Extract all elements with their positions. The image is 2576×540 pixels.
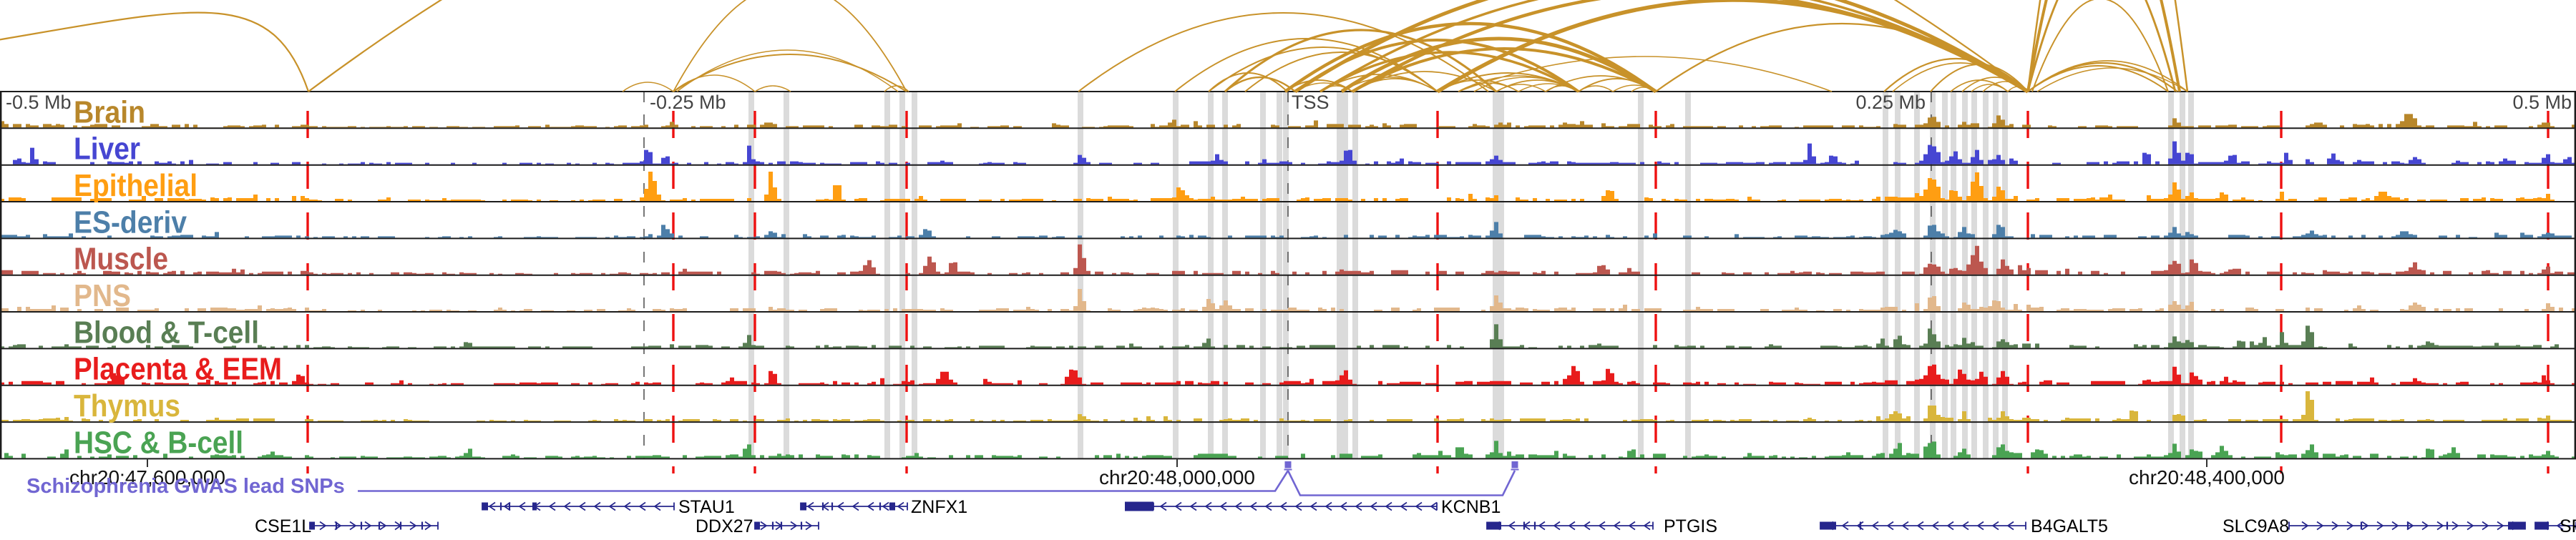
svg-text:ES-deriv: ES-deriv xyxy=(74,205,187,240)
svg-text:0.5 Mb: 0.5 Mb xyxy=(2512,92,2572,113)
svg-text:Liver: Liver xyxy=(74,132,140,167)
svg-text:-0.25 Mb: -0.25 Mb xyxy=(650,92,726,113)
svg-text:-0.5 Mb: -0.5 Mb xyxy=(6,92,72,113)
svg-text:CSE1L: CSE1L xyxy=(255,516,311,536)
svg-text:STAU1: STAU1 xyxy=(678,497,735,517)
svg-text:Epithelial: Epithelial xyxy=(74,168,197,203)
svg-text:Muscle: Muscle xyxy=(74,242,168,277)
svg-text:B4GALT5: B4GALT5 xyxy=(2031,516,2108,536)
svg-text:Thymus: Thymus xyxy=(74,388,180,423)
svg-text:ZNFX1: ZNFX1 xyxy=(911,497,967,517)
svg-text:TSS: TSS xyxy=(1292,92,1330,113)
svg-text:DDX27: DDX27 xyxy=(696,516,753,536)
svg-text:chr20:47,600,000: chr20:47,600,000 xyxy=(69,466,225,489)
svg-text:PNS: PNS xyxy=(74,278,131,313)
svg-text:SLC9A8: SLC9A8 xyxy=(2223,516,2289,536)
svg-text:Brain: Brain xyxy=(74,94,145,129)
svg-text:SPA: SPA xyxy=(2560,516,2576,536)
svg-text:Placenta & EEM: Placenta & EEM xyxy=(74,352,282,387)
svg-text:chr20:48,000,000: chr20:48,000,000 xyxy=(1099,466,1255,489)
svg-text:chr20:48,400,000: chr20:48,400,000 xyxy=(2129,466,2285,489)
svg-text:0.25 Mb: 0.25 Mb xyxy=(1855,92,1926,113)
svg-text:KCNB1: KCNB1 xyxy=(1441,497,1501,517)
svg-text:HSC & B-cell: HSC & B-cell xyxy=(74,425,243,460)
svg-text:PTGIS: PTGIS xyxy=(1664,516,1717,536)
svg-text:Schizophrenia GWAS lead SNPs: Schizophrenia GWAS lead SNPs xyxy=(26,475,345,498)
svg-text:Blood & T-cell: Blood & T-cell xyxy=(74,315,259,350)
